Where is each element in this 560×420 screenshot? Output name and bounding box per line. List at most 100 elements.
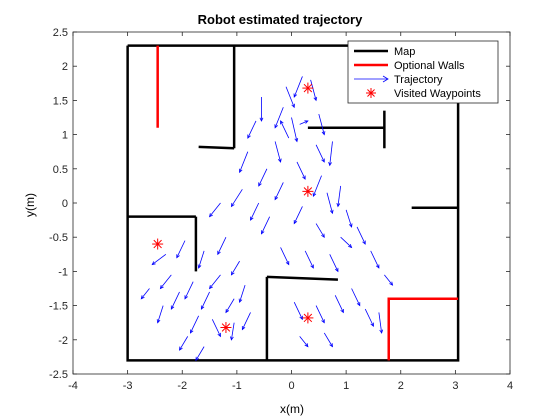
trajectory-arrowhead <box>280 120 284 125</box>
trajectory-arrowhead <box>321 131 326 136</box>
trajectory-arrowhead <box>176 254 180 259</box>
trajectory-arrowhead <box>200 305 205 310</box>
y-tick-label: -0.5 <box>49 232 68 244</box>
trajectory-segment <box>247 120 257 139</box>
trajectory-arrowhead <box>259 117 264 122</box>
trajectory-arrowhead <box>356 302 361 307</box>
trajectory-arrowhead <box>293 93 298 98</box>
trajectory-segment <box>323 332 333 347</box>
trajectory-segment <box>225 298 235 313</box>
trajectory-segment <box>291 117 298 142</box>
legend-entry: Optional Walls <box>354 60 465 72</box>
x-tick-label: -2 <box>177 380 187 392</box>
trajectory-segment <box>231 260 240 276</box>
waypoint-marker <box>302 82 314 94</box>
y-tick-label: -2.5 <box>49 369 68 381</box>
trajectory-segment <box>184 281 194 299</box>
trajectory-arrowhead <box>208 213 213 218</box>
trajectory-segment <box>261 216 271 234</box>
trajectory-segment <box>378 312 383 334</box>
trajectory-arrowhead <box>156 319 161 324</box>
x-tick-label: -4 <box>68 380 78 392</box>
legend: Map Optional Walls Trajectory Visited Waypo… <box>347 40 499 104</box>
legend-entry: Visited Waypoints <box>366 88 481 100</box>
trajectory-arrowhead <box>208 284 213 290</box>
x-axis-label: x(m) <box>280 402 304 416</box>
y-axis-label: y(m) <box>23 193 37 217</box>
y-tick-label: -1 <box>58 266 68 278</box>
trajectory-arrowhead <box>159 284 164 290</box>
trajectory-segment <box>329 141 333 166</box>
trajectory-arrowhead <box>261 230 265 235</box>
trajectory-arrowhead <box>304 120 309 124</box>
x-tick-label: 4 <box>507 380 513 392</box>
trajectory-arrowhead <box>230 271 235 276</box>
y-tick-label: 1.5 <box>53 95 68 107</box>
trajectory-arrowhead <box>217 250 221 256</box>
star-stroke <box>153 239 162 249</box>
trajectory-segment <box>299 120 309 125</box>
trajectory-segment <box>280 247 290 265</box>
trajectory-arrowhead <box>329 209 334 215</box>
star-stroke <box>221 323 231 332</box>
trajectory-arrowhead <box>293 220 298 225</box>
trajectory-segment <box>239 284 246 303</box>
chart-title: Robot estimated trajectory <box>198 12 363 27</box>
star-stroke <box>367 89 375 97</box>
legend-label: Visited Waypoints <box>394 88 481 100</box>
star-stroke <box>303 83 313 93</box>
trajectory-segment <box>231 189 243 207</box>
trajectory-arrowhead <box>304 343 309 348</box>
x-tick-label: -3 <box>123 380 133 392</box>
trajectory-arrowhead <box>217 332 221 338</box>
trajectory-arrowhead <box>225 308 230 314</box>
trajectory-segment <box>351 288 361 306</box>
legend-swatch-head <box>382 75 389 83</box>
trajectory-segment <box>356 226 366 245</box>
trajectory-segment <box>337 185 342 207</box>
trajectory-segment <box>195 346 205 361</box>
trajectory-segment <box>315 144 325 163</box>
trajectory-segment <box>151 253 167 265</box>
trajectory-arrowhead <box>238 298 243 304</box>
trajectory-arrowhead <box>294 137 299 143</box>
trajectory-segment <box>157 305 164 323</box>
trajectory-arrowhead <box>329 343 333 348</box>
trajectory-segment <box>364 308 374 327</box>
x-tick-label: 3 <box>452 380 458 392</box>
waypoint-marker <box>152 238 164 250</box>
trajectory-segment <box>280 120 290 139</box>
trajectory-arrowhead <box>197 264 202 269</box>
trajectory-arrowhead <box>247 134 251 139</box>
trajectory-arrowhead <box>140 295 145 300</box>
trajectory-arrowhead <box>310 264 314 269</box>
y-tick-labels: -2.5 -2 -1.5 -1 -0.5 0 0.5 1 1.5 2 2.5 <box>49 27 68 381</box>
trajectory-segment <box>198 250 205 269</box>
trajectory-segment <box>310 79 317 101</box>
trajectory-arrowhead <box>312 192 317 198</box>
y-tick-label: 0 <box>62 198 68 210</box>
legend-label: Trajectory <box>394 74 443 86</box>
trajectory-segment <box>160 274 172 289</box>
waypoint-marker <box>302 312 314 324</box>
trajectory-arrowhead <box>230 202 235 208</box>
trajectory-segment <box>318 113 325 135</box>
trajectory-arrowhead <box>302 175 306 180</box>
trajectory-arrowhead <box>179 346 183 351</box>
trajectory-arrowhead <box>285 261 290 266</box>
legend-entry: Trajectory <box>354 74 443 86</box>
trajectory-arrowhead <box>379 329 384 334</box>
trajectory-segment <box>329 254 339 272</box>
trajectory-segment <box>170 291 180 310</box>
trajectory-arrowhead <box>321 319 325 324</box>
trajectory-arrowhead <box>375 264 380 269</box>
trajectory-arrowhead <box>340 308 344 314</box>
x-tick-label: 2 <box>398 380 404 392</box>
x-tick-label: 1 <box>343 380 349 392</box>
trajectory-segment <box>201 291 210 310</box>
legend-label: Map <box>394 46 415 58</box>
trajectory-arrowhead <box>370 322 374 327</box>
waypoint-marker <box>302 185 314 197</box>
y-tick-label: -2 <box>58 335 68 347</box>
trajectory-segment <box>274 107 284 128</box>
